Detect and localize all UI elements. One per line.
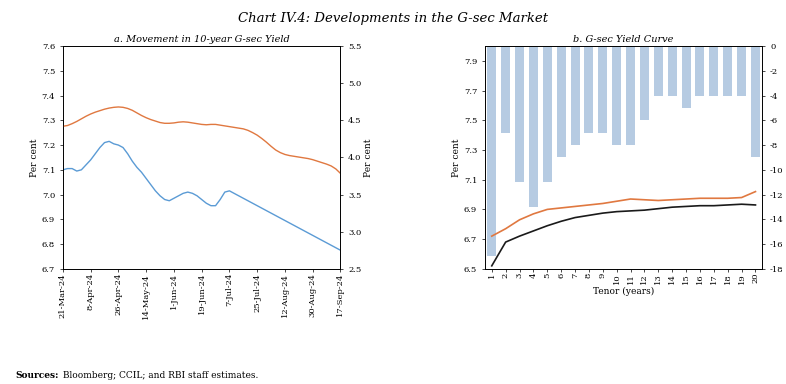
Bar bbox=[667, 46, 677, 96]
Text: Chart IV.4: Developments in the G-sec Market: Chart IV.4: Developments in the G-sec Ma… bbox=[238, 12, 548, 25]
Bar bbox=[501, 46, 510, 133]
Bar bbox=[654, 46, 663, 96]
Bar bbox=[529, 46, 538, 207]
Bar bbox=[543, 46, 552, 182]
Y-axis label: Per cent: Per cent bbox=[365, 138, 373, 177]
Y-axis label: Per cent: Per cent bbox=[452, 138, 461, 177]
Bar bbox=[640, 46, 649, 120]
Y-axis label: Per cent: Per cent bbox=[30, 138, 39, 177]
Bar bbox=[751, 46, 760, 157]
Bar bbox=[696, 46, 704, 96]
Bar bbox=[626, 46, 635, 145]
X-axis label: Tenor (years): Tenor (years) bbox=[593, 286, 654, 296]
Bar bbox=[585, 46, 593, 133]
Bar bbox=[681, 46, 691, 108]
Bar bbox=[487, 46, 496, 257]
Title: a. Movement in 10-year G-sec Yield: a. Movement in 10-year G-sec Yield bbox=[114, 35, 289, 44]
Bar bbox=[598, 46, 608, 133]
Bar bbox=[723, 46, 733, 96]
Text: Sources:: Sources: bbox=[16, 371, 59, 380]
Bar bbox=[556, 46, 566, 157]
Bar bbox=[737, 46, 746, 96]
Bar bbox=[709, 46, 718, 96]
Text: Bloomberg; CCIL; and RBI staff estimates.: Bloomberg; CCIL; and RBI staff estimates… bbox=[60, 371, 258, 380]
Title: b. G-sec Yield Curve: b. G-sec Yield Curve bbox=[574, 35, 674, 44]
Bar bbox=[571, 46, 579, 145]
Bar bbox=[612, 46, 621, 145]
Bar bbox=[515, 46, 524, 182]
